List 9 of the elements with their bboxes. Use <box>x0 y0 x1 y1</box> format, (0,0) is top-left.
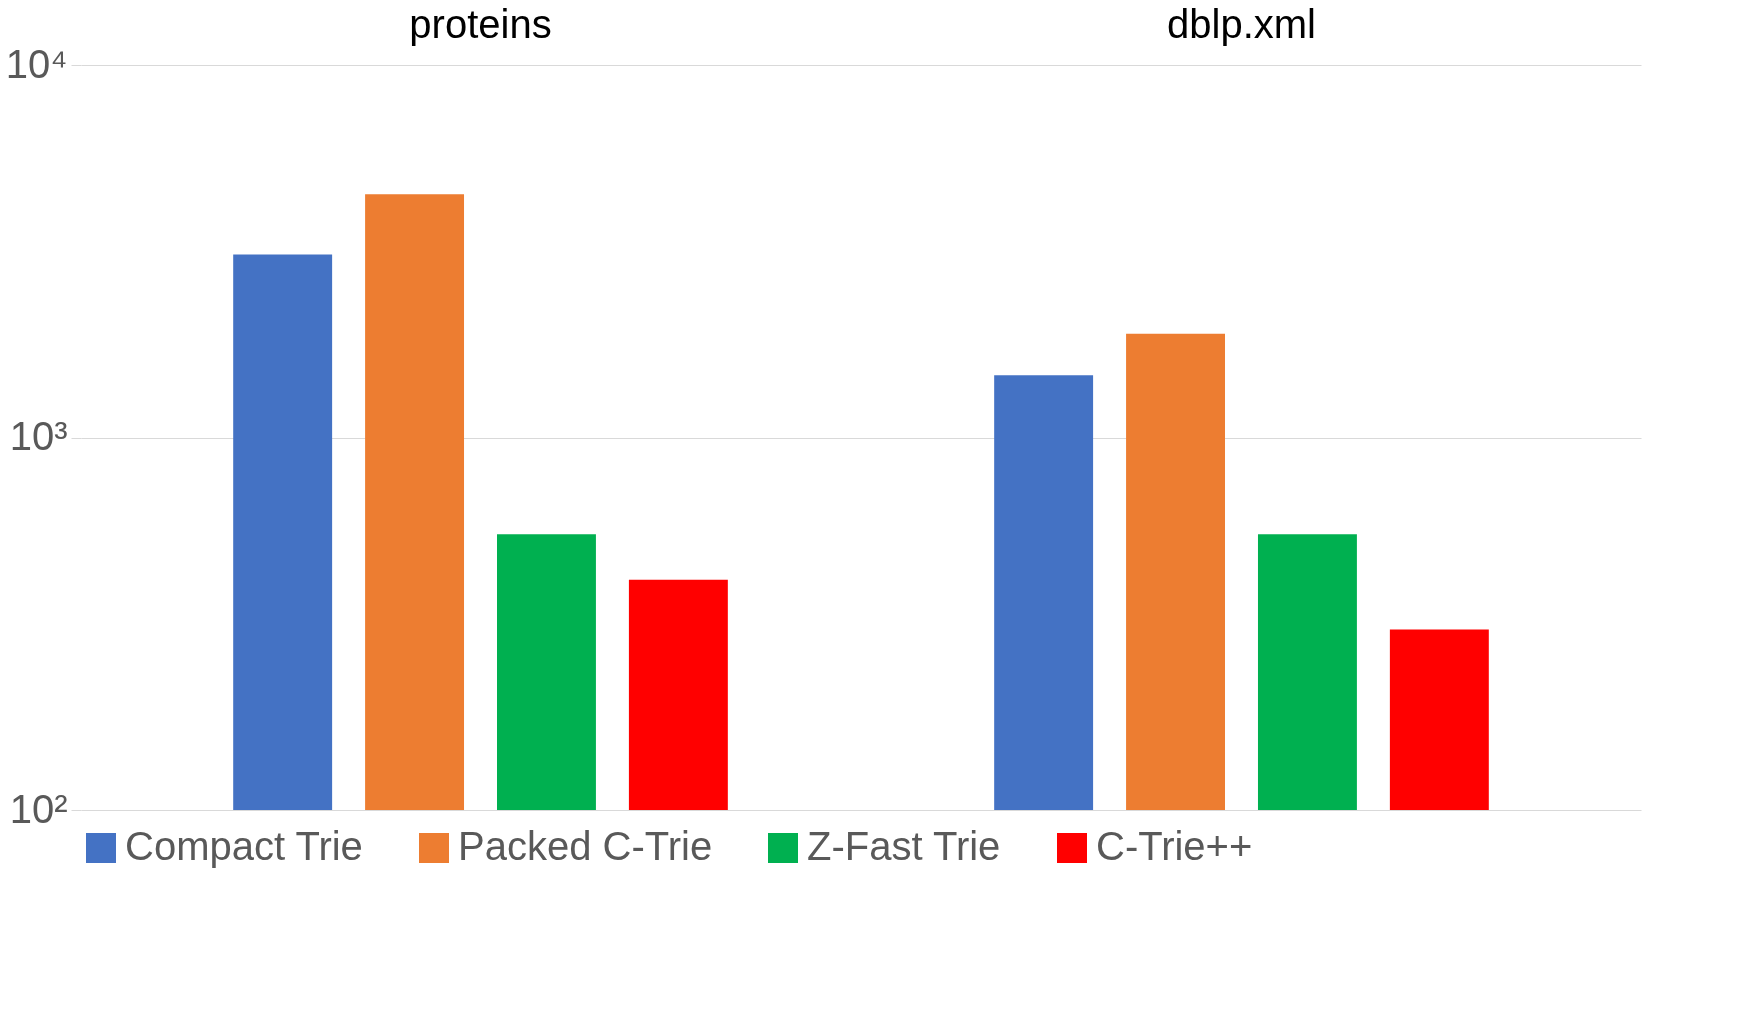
y-tick-label: 10⁴ <box>5 41 68 86</box>
legend-label: C-Trie++ <box>1096 824 1253 868</box>
y-tick-label: 10³ <box>9 414 68 458</box>
y-tick-label: 10² <box>9 786 68 831</box>
x-tick-label: dblp.xml <box>1167 1 1316 46</box>
legend-label: Packed C-Trie <box>458 824 713 868</box>
legend-label: Z-Fast Trie <box>807 824 1001 868</box>
legend-label: Compact Trie <box>125 824 363 868</box>
x-tick-label: proteins <box>409 1 552 46</box>
